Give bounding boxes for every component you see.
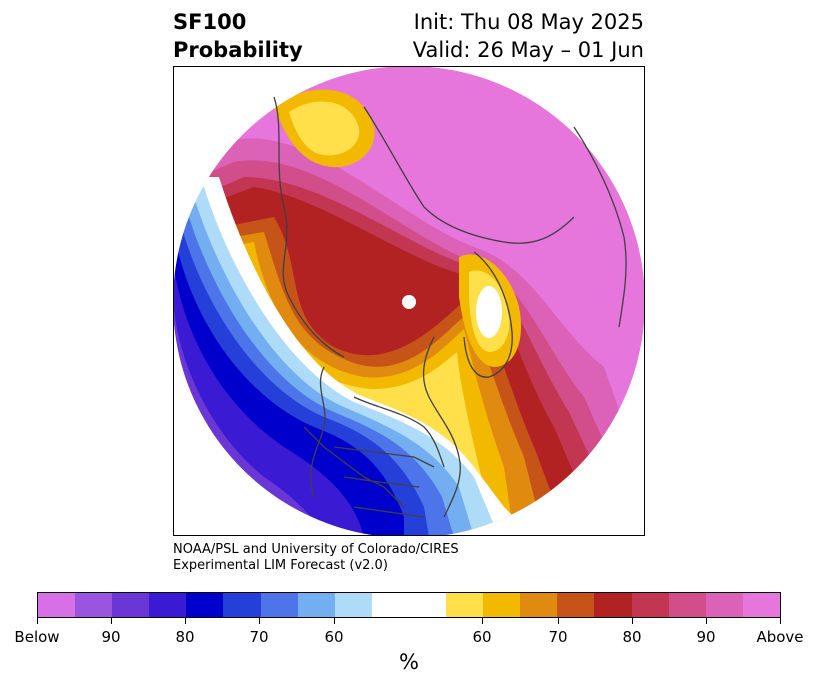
colorbar-segment bbox=[112, 593, 150, 617]
valid-range: Valid: 26 May – 01 Jun bbox=[412, 38, 644, 62]
colorbar-segment bbox=[186, 593, 224, 617]
colorbar-segment bbox=[742, 593, 780, 617]
colorbar-segment bbox=[334, 593, 372, 617]
colorbar-tick bbox=[37, 618, 38, 624]
credit-line-1: NOAA/PSL and University of Colorado/CIRE… bbox=[173, 542, 459, 557]
polar-map-svg bbox=[174, 67, 644, 535]
init-date: Init: Thu 08 May 2025 bbox=[413, 10, 644, 34]
colorbar-segment bbox=[297, 593, 335, 617]
colorbar-tick bbox=[259, 618, 260, 624]
colorbar bbox=[37, 592, 781, 618]
colorbar-unit: % bbox=[399, 650, 419, 674]
colorbar-tick bbox=[706, 618, 707, 624]
colorbar-segment bbox=[520, 593, 558, 617]
colorbar-tick-label: 80 bbox=[175, 628, 195, 646]
colorbar-tick-label: 60 bbox=[324, 628, 344, 646]
map-title-right: Init: Thu 08 May 2025 Valid: 26 May – 01… bbox=[413, 8, 644, 64]
colorbar-segment bbox=[260, 593, 298, 617]
coastlines bbox=[273, 96, 627, 518]
credit-line-2: Experimental LIM Forecast (v2.0) bbox=[173, 558, 388, 573]
colorbar-tick bbox=[482, 618, 483, 624]
colorbar-tick-label: Below bbox=[14, 628, 60, 646]
probability-field bbox=[174, 67, 644, 535]
colorbar-segment bbox=[446, 593, 484, 617]
colorbar-segment bbox=[408, 593, 447, 617]
colorbar-segment bbox=[594, 593, 632, 617]
quantity-name: Probability bbox=[173, 38, 303, 62]
colorbar-tick-label: 90 bbox=[101, 628, 121, 646]
colorbar-segment bbox=[38, 593, 76, 617]
colorbar-segment bbox=[705, 593, 743, 617]
colorbar-tick bbox=[632, 618, 633, 624]
colorbar-segment bbox=[557, 593, 595, 617]
colorbar-segment bbox=[631, 593, 669, 617]
colorbar-tick bbox=[185, 618, 186, 624]
colorbar-tick-label: 60 bbox=[472, 628, 492, 646]
colorbar-tick-label: 70 bbox=[548, 628, 568, 646]
colorbar-tick-label: Above bbox=[756, 628, 804, 646]
variable-name: SF100 bbox=[173, 10, 247, 34]
colorbar-segment bbox=[483, 593, 521, 617]
colorbar-segment bbox=[149, 593, 187, 617]
colorbar-tick bbox=[334, 618, 335, 624]
colorbar-tick-label: 70 bbox=[249, 628, 269, 646]
colorbar-segment bbox=[371, 593, 409, 617]
colorbar-tick bbox=[111, 618, 112, 624]
colorbar-segment bbox=[223, 593, 261, 617]
credit-text: NOAA/PSL and University of Colorado/CIRE… bbox=[173, 542, 459, 574]
colorbar-tick bbox=[558, 618, 559, 624]
colorbar-tick-label: 90 bbox=[696, 628, 716, 646]
colorbar-tick-label: 80 bbox=[622, 628, 642, 646]
forecast-map bbox=[173, 66, 645, 536]
colorbar-segment bbox=[668, 593, 706, 617]
colorbar-segment bbox=[75, 593, 113, 617]
colorbar-tick bbox=[780, 618, 781, 624]
map-title-left: SF100 Probability bbox=[173, 8, 303, 64]
